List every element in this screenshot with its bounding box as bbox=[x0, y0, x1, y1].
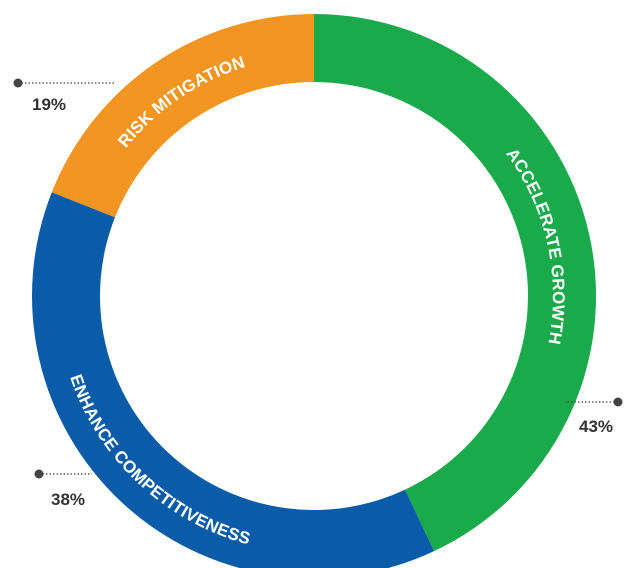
leader-dot-2 bbox=[35, 470, 44, 479]
donut-slice-2 bbox=[32, 192, 434, 568]
percentage-label-2: 38% bbox=[51, 490, 85, 509]
leader-dot-3 bbox=[14, 79, 23, 88]
percentage-label-3: 19% bbox=[32, 95, 66, 114]
donut-slice-3 bbox=[52, 14, 314, 217]
percentage-label-1: 43% bbox=[579, 417, 613, 436]
leader-dot-1 bbox=[614, 398, 623, 407]
